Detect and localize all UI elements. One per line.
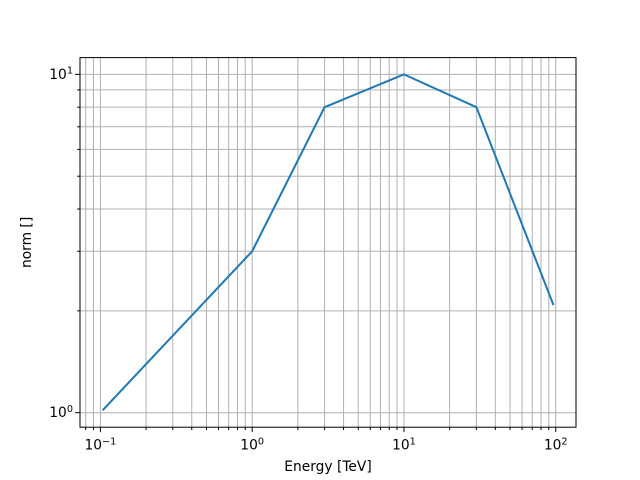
x-tick-label: 100: [240, 436, 264, 453]
x-tick-label: 101: [392, 436, 416, 453]
x-axis-label: Energy [TeV]: [284, 459, 371, 475]
series: [101, 73, 555, 412]
axes: [75, 57, 577, 433]
y-tick-label: 101: [49, 66, 73, 83]
x-tick-label: 102: [544, 436, 568, 453]
y-axis-label: norm []: [19, 217, 35, 268]
tick-labels: 10−1 100 101 102 100 101: [49, 66, 567, 454]
grid: [80, 57, 576, 428]
y-tick-label: 100: [49, 404, 73, 421]
x-tick-label: 10−1: [84, 436, 116, 453]
plot-border: [79, 57, 577, 428]
series-line: [101, 73, 555, 412]
